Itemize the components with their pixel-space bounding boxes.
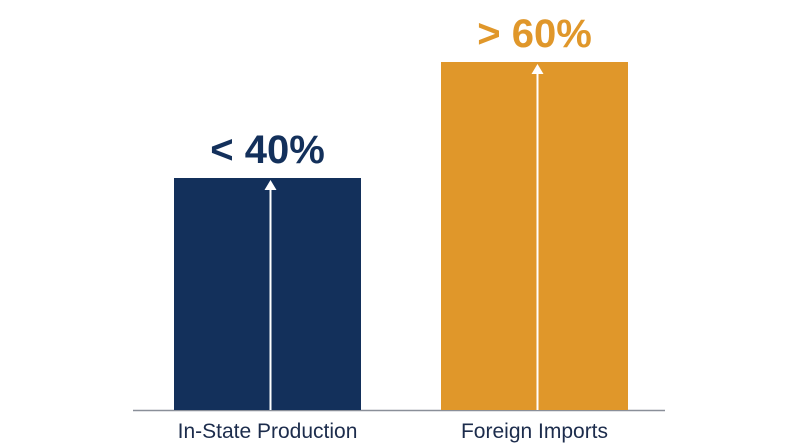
value-label: > 60%	[477, 12, 592, 56]
arrow-head	[264, 180, 277, 190]
x-tick-label: In-State Production	[178, 420, 358, 443]
bar	[441, 62, 628, 410]
value-label: < 40%	[210, 128, 325, 172]
bar	[174, 178, 361, 410]
arrow-head	[531, 64, 544, 74]
x-tick-label: Foreign Imports	[461, 420, 608, 443]
